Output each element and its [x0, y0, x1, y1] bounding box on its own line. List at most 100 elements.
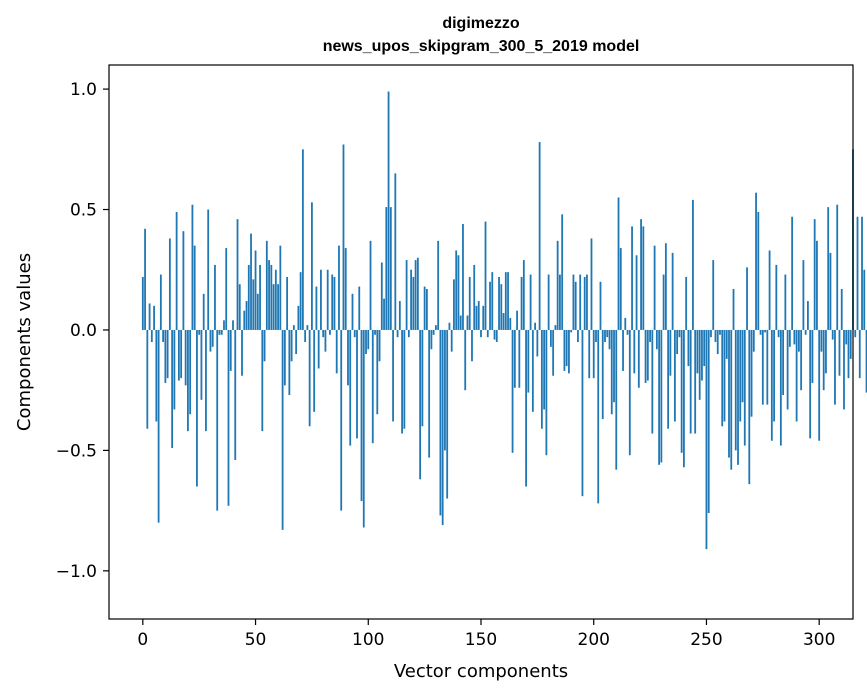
bar — [349, 329, 352, 446]
bar — [274, 269, 277, 330]
bar — [588, 329, 591, 379]
bar — [216, 329, 219, 511]
bar — [403, 329, 406, 429]
bar — [793, 329, 796, 345]
bar — [205, 329, 207, 432]
bar — [283, 329, 286, 386]
bar — [153, 305, 155, 330]
bar — [256, 293, 259, 330]
bar — [471, 329, 473, 362]
bar — [292, 325, 295, 330]
bar — [655, 329, 658, 350]
bar — [268, 260, 270, 330]
bar — [782, 329, 785, 395]
bar — [353, 329, 356, 338]
bar — [351, 293, 354, 330]
bar — [236, 219, 239, 330]
x-tick-label: 150 — [465, 630, 497, 650]
bar — [586, 274, 588, 330]
bar — [637, 329, 640, 388]
bar — [590, 238, 593, 330]
bar — [335, 329, 338, 374]
bar — [660, 329, 663, 463]
bar — [331, 274, 334, 330]
bar — [664, 243, 667, 330]
x-tick-label: 0 — [137, 630, 148, 650]
bar — [698, 329, 701, 400]
bar — [581, 329, 584, 497]
bar — [144, 228, 146, 330]
bar — [502, 313, 505, 330]
bar — [504, 272, 507, 330]
bar — [263, 329, 266, 362]
bar — [788, 329, 791, 347]
bar — [329, 329, 331, 335]
bar — [347, 329, 349, 386]
bar — [737, 329, 739, 465]
bar — [157, 329, 160, 523]
bar — [288, 329, 291, 395]
bar — [265, 240, 268, 330]
bar — [453, 279, 455, 330]
bar — [705, 329, 708, 550]
bar — [326, 269, 329, 330]
bar — [220, 329, 223, 335]
bar — [545, 329, 548, 456]
bar — [489, 281, 491, 330]
bar — [773, 329, 775, 422]
bar — [818, 329, 821, 441]
bar — [457, 255, 460, 330]
bar — [398, 301, 401, 330]
bar — [389, 207, 392, 330]
bar — [764, 329, 766, 333]
bar — [322, 329, 325, 338]
bar — [836, 204, 839, 330]
bar — [834, 329, 836, 405]
bar — [162, 329, 165, 342]
bar — [202, 293, 205, 330]
bar — [802, 260, 805, 330]
bar — [667, 329, 670, 429]
bar — [168, 238, 171, 330]
bar — [511, 329, 514, 453]
bar — [484, 221, 487, 330]
bar — [480, 329, 482, 338]
bar — [626, 329, 629, 335]
bar — [491, 272, 494, 330]
bar — [536, 329, 539, 357]
bar — [574, 281, 577, 330]
bar — [342, 144, 345, 330]
bar — [148, 303, 151, 330]
bar — [250, 233, 252, 330]
bar — [333, 276, 336, 330]
bar — [559, 274, 561, 330]
bar — [809, 329, 812, 439]
bar — [150, 329, 153, 342]
bar — [827, 207, 830, 330]
bar — [254, 250, 257, 330]
bar — [554, 325, 557, 330]
bar — [694, 329, 697, 434]
bar — [277, 284, 279, 330]
x-tick-label: 100 — [352, 630, 384, 650]
bar — [155, 329, 158, 422]
bar — [306, 325, 309, 330]
bar — [252, 279, 255, 330]
bar — [362, 329, 365, 528]
bar — [761, 329, 764, 405]
bar — [797, 329, 800, 352]
bar — [804, 329, 807, 335]
bar — [245, 301, 248, 330]
bar — [444, 329, 446, 451]
bar — [858, 329, 861, 379]
bar — [311, 202, 313, 330]
bar — [455, 250, 458, 330]
bar — [407, 329, 410, 338]
bar — [193, 245, 196, 330]
bar — [462, 223, 464, 330]
bar — [299, 272, 302, 330]
bar — [678, 329, 681, 338]
bar — [750, 329, 753, 417]
bar — [218, 329, 221, 335]
